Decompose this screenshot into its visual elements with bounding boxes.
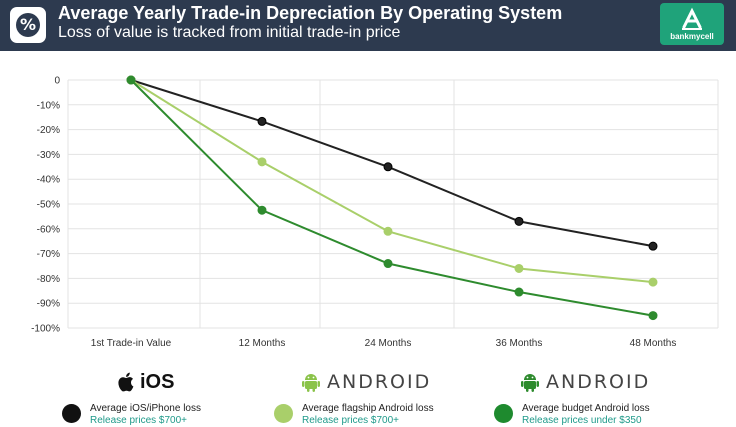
data-point-2	[514, 287, 524, 297]
y-tick-label: -60%	[37, 224, 60, 235]
chart-subtitle: Loss of value is tracked from initial tr…	[58, 24, 401, 41]
legend-title-flagship-android: Average flagship Android loss	[302, 403, 434, 414]
legend-swatch-flagship-android	[274, 404, 293, 423]
x-tick-label: 1st Trade-in Value	[91, 338, 172, 349]
data-point-0	[514, 216, 524, 226]
brand-logo: bankmycell	[660, 3, 724, 45]
android-label-flagship: ANDROID	[327, 371, 432, 393]
android-robot-icon	[521, 374, 539, 392]
legend-sub-ios: Release prices $700+	[90, 415, 188, 426]
legend-sub-budget-android: Release prices under $350	[522, 415, 642, 426]
data-point-1	[257, 157, 267, 167]
header-bar: % Average Yearly Trade-in Depreciation B…	[0, 0, 736, 51]
legend-swatch-budget-android	[494, 404, 513, 423]
data-point-0	[257, 116, 267, 126]
data-point-1	[383, 226, 393, 236]
y-tick-label: -20%	[37, 125, 60, 136]
data-point-0	[648, 241, 658, 251]
legend-title-budget-android: Average budget Android loss	[522, 403, 650, 414]
data-point-0	[383, 162, 393, 172]
x-tick-label: 36 Months	[496, 338, 543, 349]
data-point-2	[648, 311, 658, 321]
legend-sub-flagship-android: Release prices $700+	[302, 415, 400, 426]
data-point-1	[648, 277, 658, 287]
legend-swatch-ios	[62, 404, 81, 423]
android-label-budget: ANDROID	[546, 371, 651, 393]
y-tick-label: -30%	[37, 150, 60, 161]
depreciation-line-chart: 0 -10% -20% -30% -40% -50% -60% -70% -80% -90% -10…	[31, 75, 719, 349]
y-tick-label: -10%	[37, 100, 60, 111]
percent-icon: %	[10, 7, 46, 43]
brand-mark-icon	[682, 7, 702, 30]
y-tick-label: 0	[54, 76, 60, 87]
ios-label: iOS	[140, 370, 175, 393]
os-logo-row: iOS ANDROID ANDROID	[0, 368, 736, 396]
x-tick-label: 24 Months	[365, 338, 412, 349]
android-logo-flagship: ANDROID	[300, 368, 431, 396]
data-point-2	[257, 205, 267, 215]
apple-icon	[118, 372, 134, 392]
y-tick-label: -90%	[37, 299, 60, 310]
chart-title: Average Yearly Trade-in Depreciation By …	[58, 3, 563, 23]
x-tick-label: 12 Months	[239, 338, 286, 349]
data-point-2	[383, 259, 393, 269]
android-robot-icon	[302, 374, 320, 392]
series-line-2	[130, 79, 654, 317]
x-tick-label: 48 Months	[630, 338, 677, 349]
brand-name: bankmycell	[670, 32, 714, 41]
y-tick-label: -100%	[31, 324, 60, 335]
data-point-1	[514, 263, 524, 273]
y-tick-label: -50%	[37, 200, 60, 211]
data-point-2	[126, 75, 136, 85]
android-logo-budget: ANDROID	[519, 368, 650, 396]
legend-title-ios: Average iOS/iPhone loss	[90, 403, 201, 414]
y-tick-label: -70%	[37, 249, 60, 260]
y-tick-label: -40%	[37, 175, 60, 186]
ios-logo: iOS	[118, 368, 174, 396]
series-line-1	[130, 79, 654, 284]
y-tick-label: -80%	[37, 274, 60, 285]
